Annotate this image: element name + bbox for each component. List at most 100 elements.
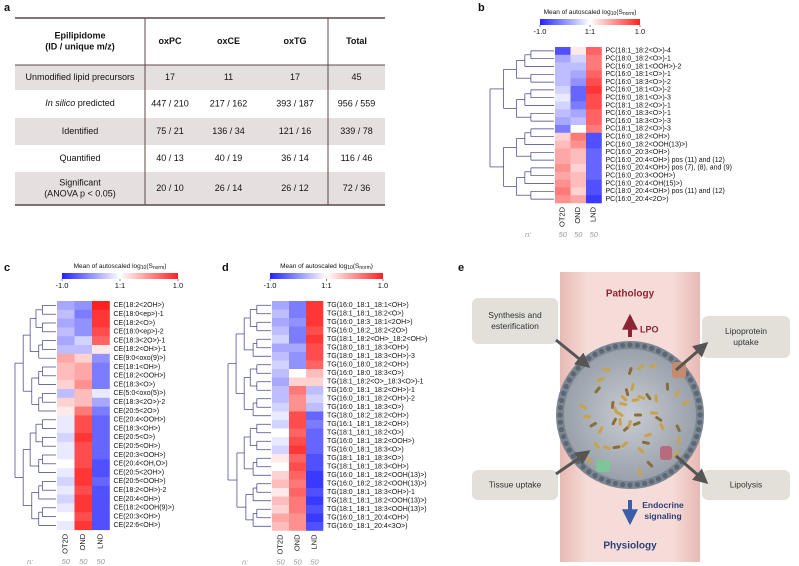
particle <box>616 411 624 417</box>
heatmap-cell <box>272 326 290 336</box>
row-label: TG(18:0_18:1_18:3<OH>)-1 <box>327 489 415 496</box>
arrow <box>555 338 591 368</box>
physiology: Physiology <box>603 541 657 552</box>
shell-lipid <box>612 480 619 487</box>
heatmap-cell <box>289 309 307 319</box>
heatmap-cell <box>272 309 290 319</box>
heatmap-cell <box>586 132 602 141</box>
heatmap-cell <box>570 70 587 79</box>
heatmap-cell <box>57 353 75 363</box>
row-label: TG(16:1_18:1_18:2<OH>) <box>327 421 409 428</box>
lipolysis: Lipolysis <box>730 479 763 489</box>
heatmap-cell <box>74 371 93 381</box>
shell-lipid <box>598 348 605 354</box>
shell-lipid <box>695 397 702 404</box>
particle <box>596 377 605 383</box>
shell-lipid <box>697 405 703 411</box>
shell-lipid <box>563 383 569 390</box>
column-label: LND <box>589 206 598 222</box>
heatmap-cell <box>306 496 324 506</box>
colorbar-tick-label: 1.0 <box>635 27 645 36</box>
shell-lipid <box>627 342 633 348</box>
heatmap-cell <box>586 187 602 196</box>
particle <box>579 403 587 410</box>
heatmap-cell <box>57 371 75 381</box>
column-label: LND <box>96 533 105 549</box>
column-label: OT2D <box>558 206 567 227</box>
heatmap-cell <box>74 494 93 504</box>
particle <box>645 393 652 401</box>
heatmap-cell <box>586 195 602 204</box>
heatmap-cell <box>570 86 587 95</box>
synthesis: esterification <box>491 321 539 331</box>
heatmap-cell <box>306 394 324 404</box>
row-label: CE(9:0<oxo(9)>) <box>114 355 166 362</box>
heatmap-cell <box>570 109 587 118</box>
heatmap-cell <box>272 496 290 506</box>
heatmap-cell <box>92 345 110 355</box>
colorbar-title-part: (S <box>616 9 623 16</box>
row-label: PC(16:0_20:4<2O>) <box>606 196 669 203</box>
heatmap-cell <box>555 117 571 126</box>
row-label: CE(18:2<2OH>) <box>114 302 165 309</box>
row-label: CE(20:4<OOH>) <box>114 417 166 424</box>
heatmap-cell <box>570 62 587 71</box>
row-label: TG(18:1_18:1_18:2<O>) <box>327 430 404 437</box>
heatmap-cell <box>92 494 110 504</box>
shell-lipid <box>605 345 611 352</box>
heatmap-cell <box>555 187 571 196</box>
particle <box>583 415 592 419</box>
shell-lipid <box>668 355 674 361</box>
row-label: TG(18:1_18:1_18:3<OOH(13)>) <box>327 506 427 513</box>
heatmap-cell <box>74 345 93 355</box>
heatmap-cell <box>272 403 290 412</box>
row-label: CE(18:2<OOH(9)>) <box>114 505 175 512</box>
heatmap-cell <box>570 156 587 165</box>
heatmap-cell <box>272 522 290 531</box>
heatmap-cell <box>306 513 324 523</box>
colorbar-title-part: Mean of autoscaled log <box>544 9 612 16</box>
column-label: OT2D <box>275 534 284 555</box>
particle <box>594 386 601 394</box>
heatmap-cell <box>289 420 307 429</box>
heatmap-cell <box>555 70 571 79</box>
particle <box>637 364 645 371</box>
colorbar <box>62 273 178 279</box>
endocrine: signaling <box>644 511 681 521</box>
cell: 72 / 36 <box>343 183 371 193</box>
row-label: CE(20:5<OH>) <box>114 443 161 450</box>
cell: 20 / 10 <box>156 183 184 193</box>
heatmap-cell <box>570 47 587 56</box>
row-label: PC(16:0_18:1<O>)-3 <box>606 95 671 102</box>
heatmap-cell <box>306 454 324 463</box>
heatmap-cell <box>555 54 571 63</box>
heatmap-cell <box>57 309 75 319</box>
heatmap-cell <box>289 377 307 387</box>
cell: 956 / 559 <box>338 98 376 108</box>
row-label: PC(16:0_18:1<O>)-2 <box>606 87 671 94</box>
heatmap-cell <box>306 326 324 336</box>
row-label: Identified <box>62 126 99 136</box>
heatmap-cell <box>586 171 602 180</box>
heatmap-cell <box>586 179 602 188</box>
heatmap-cell <box>306 369 324 378</box>
heatmap-cell <box>570 101 587 110</box>
shell-lipid <box>560 390 567 396</box>
row-label: CE(18:2<OOH>) <box>114 373 166 380</box>
heatmap-cell <box>74 327 93 337</box>
row-label: TG(18:1_18:2<O>_18:3<O>)-1 <box>327 379 424 386</box>
row-bg <box>15 65 385 90</box>
shell-lipid <box>620 342 626 348</box>
cell: 40 / 13 <box>156 153 184 163</box>
heatmap-cell <box>289 411 307 421</box>
shell-lipid <box>586 355 592 361</box>
particle <box>610 400 615 409</box>
heatmap-cell <box>306 352 324 361</box>
row-label: TG(16:0_18:0_18:2<OH>) <box>327 362 409 369</box>
panel-label: b <box>478 2 485 14</box>
heatmap-cell <box>586 148 602 157</box>
n-value: 50 <box>293 557 302 566</box>
heatmap-cell <box>306 420 324 429</box>
n-label: n: <box>525 230 531 239</box>
heatmap-cell <box>272 454 290 463</box>
